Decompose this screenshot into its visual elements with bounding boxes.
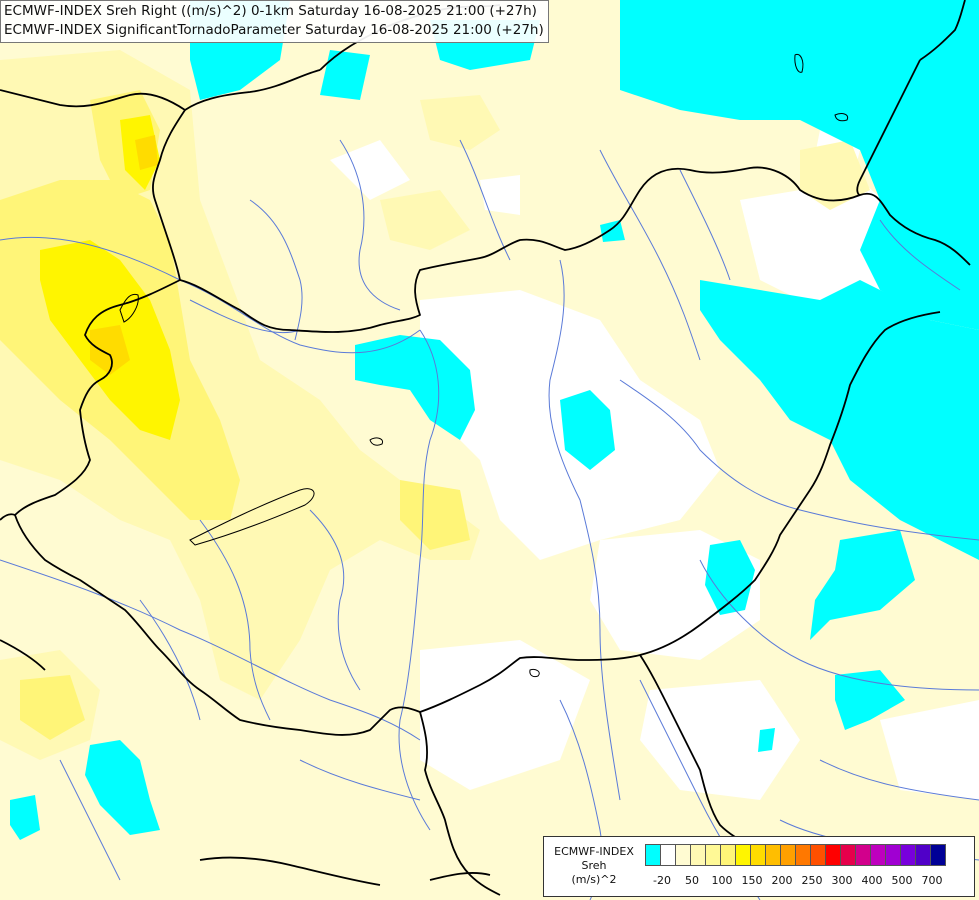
legend-tick-label: 700 (921, 874, 943, 887)
legend-swatch (855, 844, 871, 866)
legend-tick-label: -20 (653, 874, 671, 887)
lakes (119, 53, 849, 678)
legend-swatch (900, 844, 916, 866)
legend-swatch (795, 844, 811, 866)
legend-swatch (750, 844, 766, 866)
legend-swatch (690, 844, 706, 866)
legend-swatch (660, 844, 676, 866)
legend-ticks: -20 50 100 150 200 250 300 400 500 700 (645, 874, 970, 890)
legend-swatch (930, 844, 946, 866)
legend-title-model: ECMWF-INDEX (554, 845, 634, 858)
yellow-zones (0, 50, 870, 760)
header-line-sreh: ECMWF-INDEX Sreh Right ((m/s)^2) 0-1km S… (4, 3, 537, 19)
color-legend: ECMWF-INDEX Sreh (m/s)^2 -20 50 100 150 200 2… (543, 836, 975, 897)
legend-swatch (915, 844, 931, 866)
legend-swatch (735, 844, 751, 866)
legend-title-unit: (m/s)^2 (571, 873, 617, 886)
lake-neusiedl (119, 293, 139, 323)
lake-balaton (189, 488, 315, 546)
legend-swatch (840, 844, 856, 866)
legend-color-bar (645, 844, 946, 866)
legend-tick-label: 150 (741, 874, 763, 887)
legend-swatch (765, 844, 781, 866)
legend-tick-label: 300 (831, 874, 853, 887)
legend-swatch (810, 844, 826, 866)
legend-swatch (780, 844, 796, 866)
header-line-stp: ECMWF-INDEX SignificantTornadoParameter … (4, 22, 544, 38)
legend-swatch (885, 844, 901, 866)
legend-tick-label: 50 (685, 874, 699, 887)
legend-swatch (870, 844, 886, 866)
legend-tick-label: 100 (711, 874, 733, 887)
legend-tick-label: 250 (801, 874, 823, 887)
legend-swatch (720, 844, 736, 866)
legend-tick-label: 200 (771, 874, 793, 887)
legend-title: ECMWF-INDEX Sreh (m/s)^2 (546, 845, 642, 887)
legend-swatch (645, 844, 661, 866)
legend-swatch (675, 844, 691, 866)
legend-swatch (705, 844, 721, 866)
legend-tick-label: 400 (861, 874, 883, 887)
legend-title-variable: Sreh (581, 859, 607, 872)
legend-swatch (825, 844, 841, 866)
map-header: ECMWF-INDEX Sreh Right ((m/s)^2) 0-1km S… (0, 0, 549, 43)
legend-tick-label: 500 (891, 874, 913, 887)
